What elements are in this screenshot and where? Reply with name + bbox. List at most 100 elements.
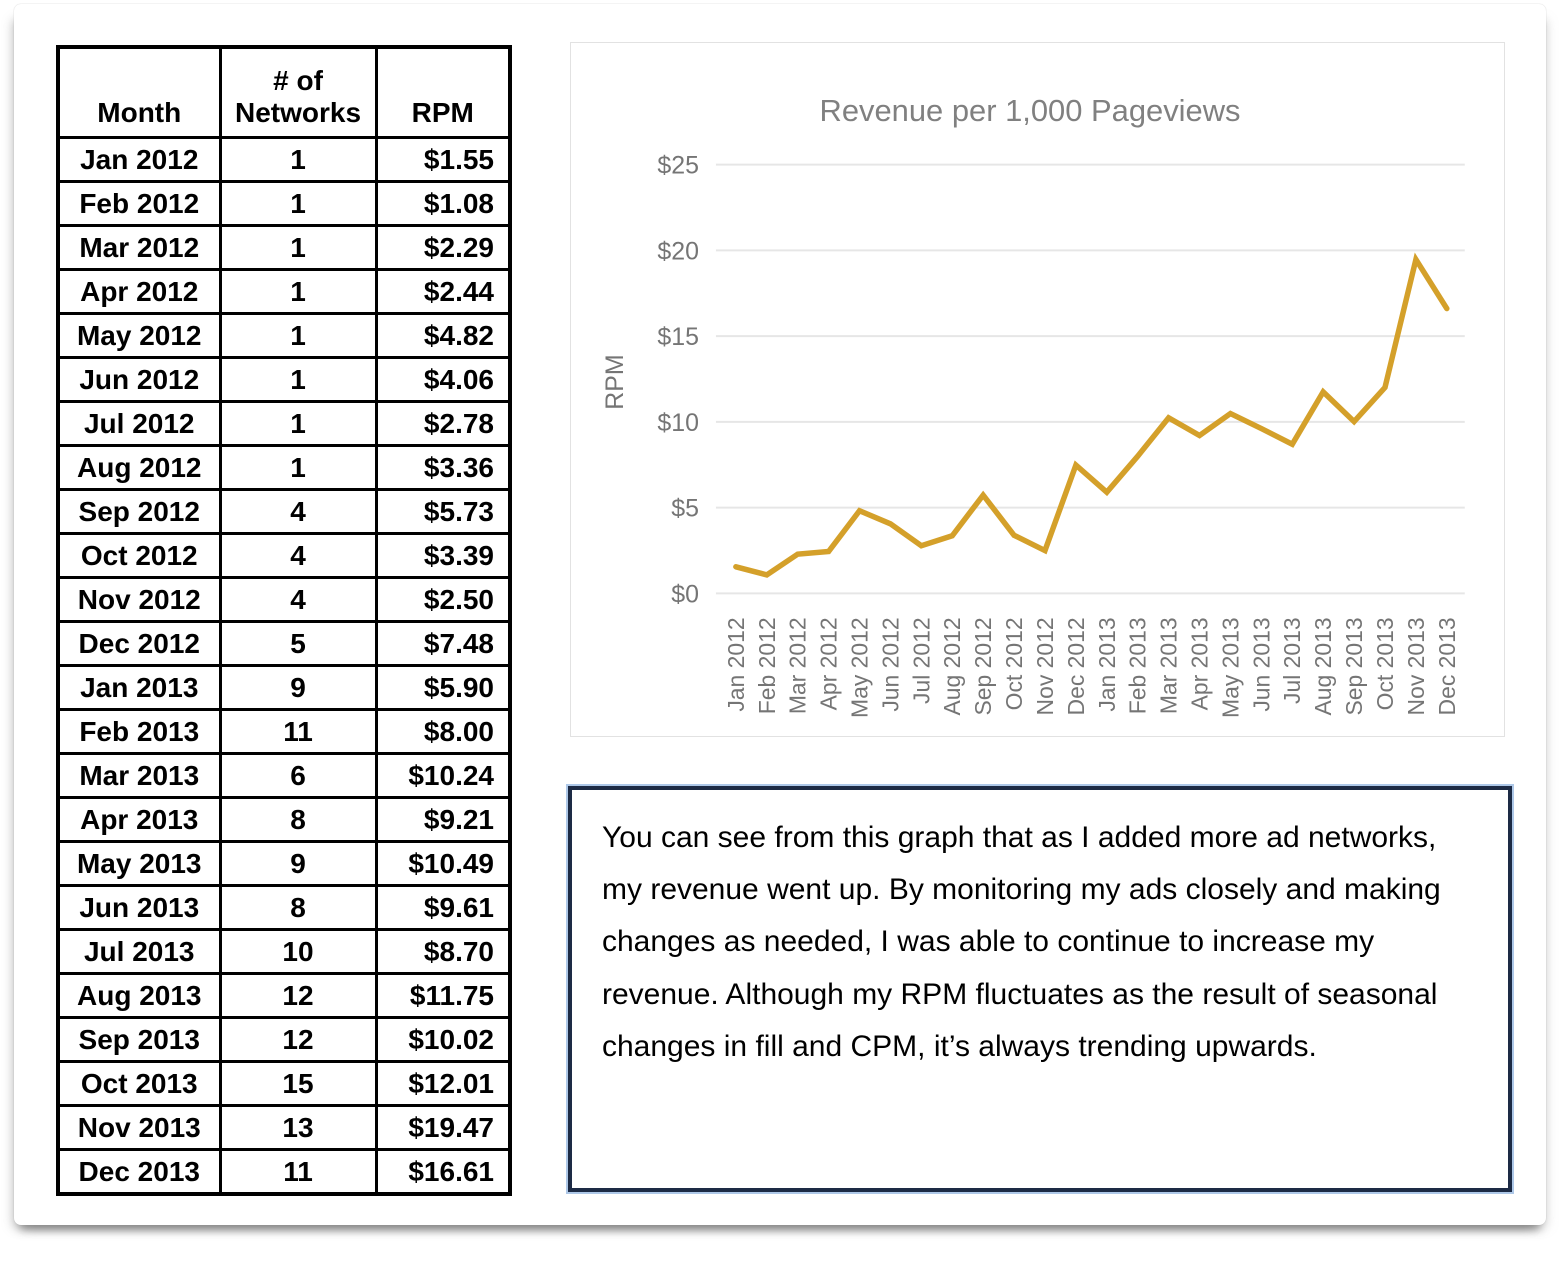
x-tick-label: May 2012 <box>846 617 872 718</box>
table-cell: $5.90 <box>374 664 512 711</box>
table-row: Jun 2012 1 $4.06 <box>56 356 512 403</box>
table-cell: $10.24 <box>374 752 512 799</box>
table-cell: 12 <box>218 972 378 1019</box>
table-cell: $5.73 <box>374 488 512 535</box>
table-cell: $11.75 <box>374 972 512 1019</box>
table-cell: $2.78 <box>374 400 512 447</box>
table-row: Jun 2013 8 $9.61 <box>56 884 512 931</box>
rpm-line-series <box>733 252 1450 578</box>
table-row: Feb 2012 1 $1.08 <box>56 180 512 227</box>
table-row: Dec 2013 11 $16.61 <box>56 1148 512 1196</box>
x-tick-label: Jun 2013 <box>1248 617 1274 711</box>
table-cell: $2.50 <box>374 576 512 623</box>
table-row: Mar 2012 1 $2.29 <box>56 224 512 271</box>
table-cell: 1 <box>218 312 378 359</box>
table-row: Aug 2013 12 $11.75 <box>56 972 512 1019</box>
table-cell: 1 <box>218 356 378 403</box>
x-tick-label: Aug 2013 <box>1310 617 1336 715</box>
table-cell: 1 <box>218 444 378 491</box>
table-cell: 15 <box>218 1060 378 1107</box>
content-card: Month # of Networks RPM Jan 2012 1 $1.55 Fe… <box>14 4 1546 1225</box>
chart-title: Revenue per 1,000 Pageviews <box>820 93 1241 128</box>
chart-panel: Revenue per 1,000 Pageviews $0 $5 $10 $15 $20… <box>570 42 1505 737</box>
table-cell: $9.21 <box>374 796 512 843</box>
table-row: May 2013 9 $10.49 <box>56 840 512 887</box>
x-tick-label: Mar 2013 <box>1156 617 1182 714</box>
x-tick-label: Jul 2012 <box>908 617 934 704</box>
x-axis-tick-labels: Jan 2012 Feb 2012 Mar 2012 Apr 2012 May 2012… <box>723 617 1460 718</box>
y-axis-title: RPM <box>601 354 629 409</box>
table-cell: Jul 2013 <box>56 928 222 975</box>
x-tick-label: Oct 2012 <box>1001 617 1027 710</box>
table-cell: $2.29 <box>374 224 512 271</box>
table-cell: Feb 2012 <box>56 180 222 227</box>
table-header-row: Month # of Networks RPM <box>56 45 512 139</box>
note-box: You can see from this graph that as I ad… <box>568 786 1512 1192</box>
table-cell: 12 <box>218 1016 378 1063</box>
x-tick-label: May 2013 <box>1217 617 1243 718</box>
table-cell: $8.70 <box>374 928 512 975</box>
column-header-month: Month <box>56 45 222 139</box>
y-axis-tick-labels: $0 $5 $10 $15 $20 $25 <box>657 152 699 609</box>
table-cell: May 2013 <box>56 840 222 887</box>
table-row: Feb 2013 11 $8.00 <box>56 708 512 755</box>
table-cell: Jun 2013 <box>56 884 222 931</box>
table-row: Nov 2013 13 $19.47 <box>56 1104 512 1151</box>
table-cell: Apr 2013 <box>56 796 222 843</box>
table-row: Apr 2012 1 $2.44 <box>56 268 512 315</box>
table-cell: Jan 2012 <box>56 136 222 183</box>
x-tick-label: Sep 2012 <box>970 617 996 715</box>
table-row: Jan 2012 1 $1.55 <box>56 136 512 183</box>
table-cell: 1 <box>218 136 378 183</box>
table-cell: Sep 2013 <box>56 1016 222 1063</box>
table-row: Apr 2013 8 $9.21 <box>56 796 512 843</box>
column-header-networks: # of Networks <box>218 45 378 139</box>
table-cell: Mar 2012 <box>56 224 222 271</box>
y-tick-label: $0 <box>671 580 699 608</box>
table-cell: Dec 2013 <box>56 1148 222 1196</box>
table-row: Jul 2013 10 $8.70 <box>56 928 512 975</box>
y-tick-label: $5 <box>671 495 699 523</box>
x-tick-label: Apr 2012 <box>816 617 842 710</box>
table-cell: 4 <box>218 576 378 623</box>
y-tick-label: $20 <box>657 237 699 265</box>
table-cell: Feb 2013 <box>56 708 222 755</box>
table-cell: 8 <box>218 796 378 843</box>
table-row: Jan 2013 9 $5.90 <box>56 664 512 711</box>
x-tick-label: Oct 2013 <box>1372 617 1398 710</box>
table-cell: $1.55 <box>374 136 512 183</box>
table-cell: 11 <box>218 708 378 755</box>
table-cell: Jan 2013 <box>56 664 222 711</box>
table-cell: 4 <box>218 488 378 535</box>
table-cell: Aug 2013 <box>56 972 222 1019</box>
table-cell: $16.61 <box>374 1148 512 1196</box>
table-cell: $1.08 <box>374 180 512 227</box>
x-tick-label: Feb 2013 <box>1125 617 1151 714</box>
table-cell: $10.02 <box>374 1016 512 1063</box>
table-cell: Apr 2012 <box>56 268 222 315</box>
table-cell: $12.01 <box>374 1060 512 1107</box>
table-cell: Oct 2013 <box>56 1060 222 1107</box>
table-cell: 13 <box>218 1104 378 1151</box>
y-tick-label: $15 <box>657 323 699 351</box>
table-row: Nov 2012 4 $2.50 <box>56 576 512 623</box>
table-row: Dec 2012 5 $7.48 <box>56 620 512 667</box>
table-cell: 5 <box>218 620 378 667</box>
table-cell: Nov 2013 <box>56 1104 222 1151</box>
table-cell: 11 <box>218 1148 378 1196</box>
table-cell: $7.48 <box>374 620 512 667</box>
rpm-data-table: Month # of Networks RPM Jan 2012 1 $1.55 Fe… <box>56 45 512 1196</box>
table-cell: 6 <box>218 752 378 799</box>
table-row: Oct 2013 15 $12.01 <box>56 1060 512 1107</box>
table-cell: $4.06 <box>374 356 512 403</box>
x-tick-label: Dec 2012 <box>1063 617 1089 715</box>
note-text: You can see from this graph that as I ad… <box>602 821 1441 1063</box>
table-cell: 8 <box>218 884 378 931</box>
table-cell: $3.39 <box>374 532 512 579</box>
table-cell: Jun 2012 <box>56 356 222 403</box>
y-tick-label: $10 <box>657 409 699 437</box>
table-cell: 1 <box>218 400 378 447</box>
table-cell: Mar 2013 <box>56 752 222 799</box>
x-tick-label: Sep 2013 <box>1341 617 1367 715</box>
